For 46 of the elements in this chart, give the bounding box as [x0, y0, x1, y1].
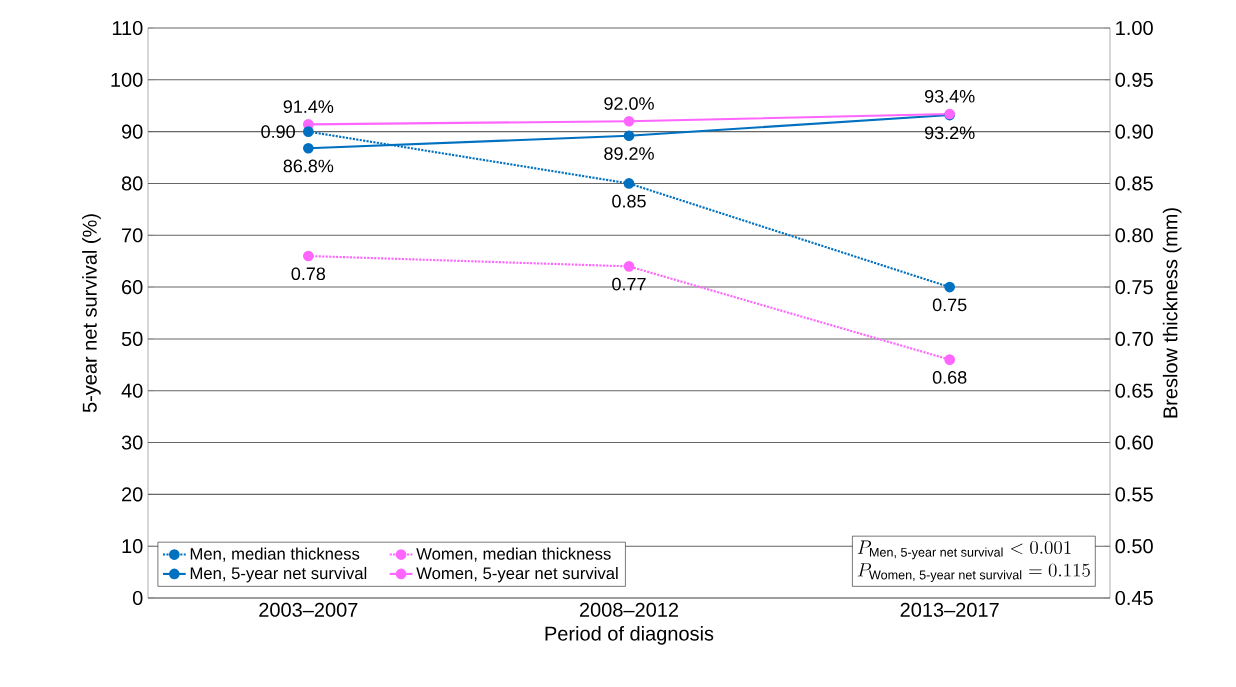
x-axis-title: Period of diagnosis	[545, 626, 714, 645]
x-tick-label: 2008–2012	[579, 602, 679, 617]
y-tick-label: 110	[112, 20, 143, 36]
data-label: 91.4%	[283, 100, 334, 113]
y2-tick-label: 0.80	[1115, 228, 1153, 243]
data-label: 0.68	[932, 371, 967, 384]
y-tick-label: 50	[121, 331, 143, 346]
data-label: 86.8%	[283, 159, 334, 173]
y-tick-label: 60	[122, 280, 143, 295]
legend-label: Men, median thickness	[190, 547, 360, 562]
data-label: 0.78	[291, 267, 326, 281]
data-label: 0.85	[612, 194, 646, 208]
legend-label: Women, median thickness	[416, 547, 611, 562]
data-label: 0.75	[932, 298, 967, 312]
y-tick-label: 30	[121, 435, 143, 450]
y-tick-label: 40	[121, 383, 143, 398]
y-tick-label: 70	[122, 228, 143, 243]
legend-label: Men, 5-year net survival	[190, 566, 367, 583]
legend-label: Women, 5-year net survival	[416, 566, 618, 583]
x-tick-label: 2003–2007	[259, 602, 358, 617]
annotation: $P_{\text{Women, 5-year net survival}} = 0.115$	[857, 563, 1090, 582]
y2-tick-label: 0.50	[1115, 539, 1153, 554]
y2-tick-label: 0.60	[1115, 435, 1153, 450]
y-tick-label: 90	[121, 124, 143, 139]
y2-tick-label: 0.85	[1115, 176, 1153, 191]
y-tick-label: 10	[122, 539, 143, 554]
y-tick-label: 20	[122, 487, 143, 502]
y2-tick-label: 0.65	[1115, 383, 1153, 398]
y2-tick-label: 0.75	[1115, 280, 1153, 295]
y2-tick-label: 0.90	[1115, 124, 1153, 139]
y-tick-label: 100	[111, 72, 143, 87]
data-label: 0.77	[612, 277, 646, 291]
annotation: $P_{\text{Men, 5-year net survival}} < 0.001$	[857, 540, 1071, 560]
x-tick-label: 2013–2017	[900, 602, 999, 617]
data-label: 93.4%	[924, 89, 975, 103]
y2-tick-label: 0.70	[1115, 331, 1153, 346]
y2-tick-label: 0.95	[1115, 72, 1153, 87]
data-label: 89.2%	[604, 147, 654, 160]
y2-tick-label: 0.45	[1115, 590, 1153, 606]
y2-tick-label: 1.00	[1116, 20, 1153, 36]
y2-tick-label: 0.55	[1115, 487, 1153, 502]
y-tick-label: 80	[121, 176, 143, 191]
y-tick-label: 0	[132, 590, 143, 606]
y2-axis-title: Breslow thickness (mm)	[1162, 208, 1182, 418]
data-label: 92.0%	[604, 97, 654, 110]
y-axis-title: 5-year net survival (%)	[82, 214, 101, 413]
